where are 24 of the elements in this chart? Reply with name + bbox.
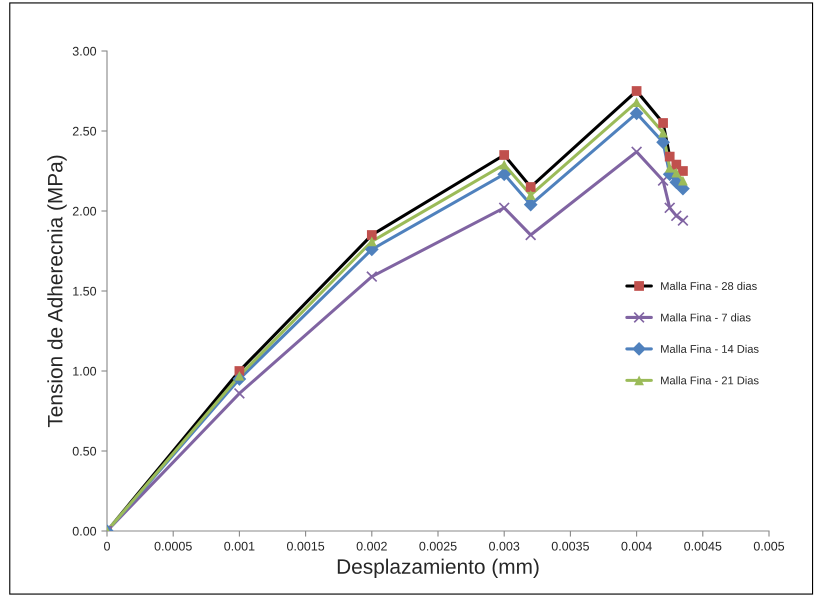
x-tick-label: 0.0045 bbox=[684, 542, 722, 551]
x-tick-label: 0.0015 bbox=[286, 542, 324, 551]
x-tick-label: 0 bbox=[104, 542, 110, 551]
y-tick-label: 1.50 bbox=[73, 286, 96, 296]
y-tick-label: 3.00 bbox=[72, 46, 96, 56]
x-tick-label: 0.004 bbox=[621, 542, 652, 551]
x-tick-label: 0.0005 bbox=[154, 542, 192, 551]
y-axis-title: Tension de Adherecnia (MPa) bbox=[47, 156, 67, 428]
x-axis-title: Desplazamiento (mm) bbox=[338, 558, 539, 578]
y-tick-label: 0.50 bbox=[72, 446, 96, 456]
x-tick-label: 0.002 bbox=[356, 542, 387, 551]
x-tick-label: 0.0025 bbox=[419, 542, 457, 551]
y-tick-label: 0.00 bbox=[72, 526, 96, 536]
legend-label: Malla Fina - 7 dias bbox=[661, 313, 751, 322]
y-tick-label: 2.50 bbox=[72, 126, 96, 136]
x-tick-label: 0.0035 bbox=[552, 542, 589, 551]
x-tick-label: 0.001 bbox=[224, 542, 254, 551]
y-tick-label: 2.00 bbox=[72, 206, 96, 216]
x-tick-label: 0.005 bbox=[754, 542, 784, 551]
x-tick-label: 0.003 bbox=[489, 542, 520, 551]
legend-label: Malla Fina - 28 dias bbox=[661, 282, 757, 290]
y-tick-label: 1.00 bbox=[73, 366, 96, 376]
legend-label: Malla Fina - 21 Dias bbox=[661, 376, 759, 384]
legend-label: Malla Fina - 14 Dias bbox=[661, 344, 759, 353]
